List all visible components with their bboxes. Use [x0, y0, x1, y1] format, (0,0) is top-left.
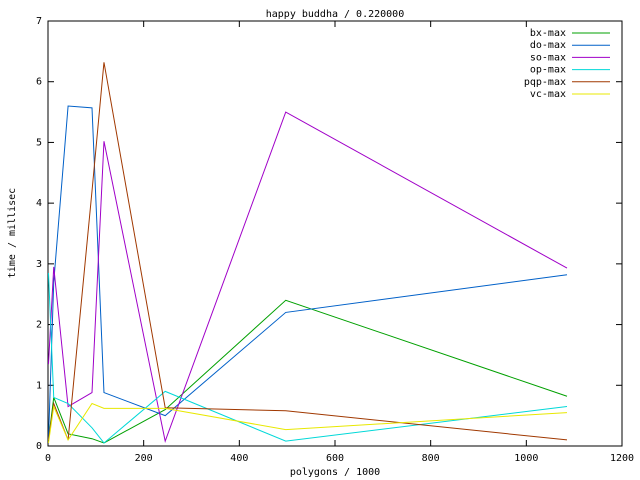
x-axis-label: polygons / 1000	[290, 467, 380, 478]
y-tick-label: 0	[36, 441, 42, 452]
y-axis-label: time / millisec	[7, 188, 18, 278]
series-line	[47, 111, 568, 443]
x-tick-label: 1200	[610, 453, 634, 464]
x-tick-label: 200	[135, 453, 153, 464]
y-tick-label: 3	[36, 259, 42, 270]
y-tick-label: 1	[36, 380, 42, 391]
y-tick-label: 4	[36, 198, 42, 209]
y-tick-label: 2	[36, 320, 42, 331]
chart-title: happy buddha / 0.220000	[266, 9, 404, 20]
x-tick-label: 1000	[514, 453, 538, 464]
series-line	[47, 299, 568, 444]
y-tick-label: 5	[36, 137, 42, 148]
y-tick-label: 7	[36, 16, 42, 27]
series-line	[47, 62, 568, 441]
legend-label: do-max	[530, 40, 566, 51]
legend-label: pqp-max	[524, 77, 566, 88]
x-tick-label: 600	[326, 453, 344, 464]
series-line	[47, 105, 568, 440]
legend-label: vc-max	[530, 89, 566, 100]
y-tick-label: 6	[36, 77, 42, 88]
series-line	[47, 272, 568, 444]
legend-label: op-max	[530, 65, 566, 76]
legend-label: so-max	[530, 52, 566, 63]
series-line	[47, 402, 568, 444]
legend-label: bx-max	[530, 28, 566, 39]
x-tick-label: 400	[230, 453, 248, 464]
x-tick-label: 800	[422, 453, 440, 464]
x-tick-label: 0	[45, 453, 51, 464]
